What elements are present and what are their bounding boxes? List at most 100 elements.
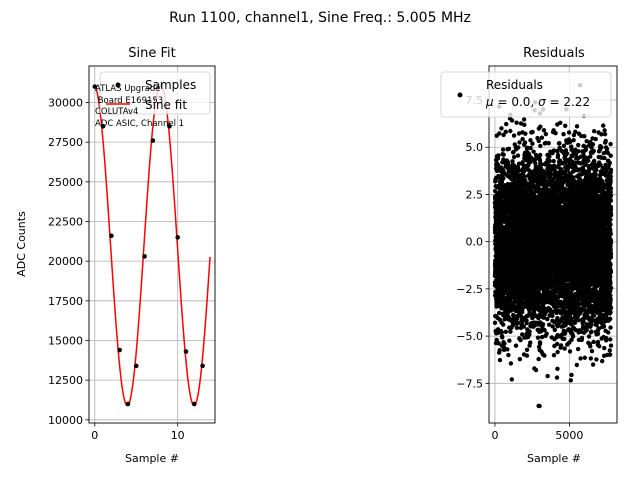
residuals-title: Residuals [523,46,585,61]
residual-point [537,341,543,346]
residual-point [547,154,552,159]
residual-point [502,317,507,322]
residual-point [506,146,512,152]
residual-point [500,147,506,152]
residuals-points-layer [492,82,614,409]
residual-point [511,322,516,327]
residual-point [535,335,541,340]
residual-point [501,152,506,157]
residual-point [541,128,547,133]
residual-point [551,158,556,164]
residual-point [537,403,542,409]
residual-point [511,133,517,138]
residual-point [522,140,528,145]
sine-fit-ylabel: ADC Counts [15,211,28,277]
residual-point [501,157,506,162]
legend-samples-label: Samples [145,78,196,92]
residual-point [501,176,506,181]
residual-point [514,316,520,321]
sine-fit-ytick-label: 22500 [48,215,83,228]
residual-point [524,347,530,353]
figure-suptitle: Run 1100, channel1, Sine Freq.: 5.005 MH… [169,10,471,26]
sine-fit-ytick-label: 25000 [48,176,83,189]
residual-point [530,129,535,135]
annotation-line-4: ADC ASIC, Channel 1 [95,119,184,129]
residual-point [533,367,539,373]
sample-point [191,401,197,407]
residual-point [562,346,567,351]
residual-point [536,138,541,144]
residual-point [515,153,521,158]
residual-point [564,151,570,156]
annotation-line-2: Board E169153 [95,96,163,106]
residual-point [494,337,499,343]
residual-point [562,331,568,336]
residual-point [496,153,501,158]
residual-point [511,154,517,160]
residual-point [516,145,521,150]
sine-fit-ytick-label: 27500 [48,136,83,149]
residual-point [538,124,543,129]
legend-samples-marker [115,82,121,88]
sine-fit-ytick-label: 10000 [48,414,83,427]
residual-point [558,343,564,348]
residual-point [538,143,543,149]
residual-point [507,338,512,343]
sine-fit-ytick-label: 12500 [48,374,83,387]
residual-point [555,152,561,158]
residual-point [562,336,567,342]
board-annotation: ATLAS Upgrade Board E169153 COLUTAv4 ADC… [95,84,184,129]
residual-point [497,357,503,363]
residual-point [554,375,560,380]
residual-point [545,373,550,379]
residual-point [506,352,511,358]
sample-point [109,233,114,239]
residual-point [538,152,543,158]
sine-fit-xlabel: Sample # [125,452,179,465]
residual-point [517,356,523,362]
sine-fit-curve [94,84,211,407]
sample-point [175,235,180,240]
sample-point [100,123,106,129]
sine-fit-axes-frame [88,65,216,424]
residual-point [511,150,516,155]
sine-fit-ytick-label: 17500 [48,295,83,308]
residual-point [561,132,566,137]
residual-point [539,135,545,140]
residual-point [521,324,527,329]
residual-point [524,320,529,326]
residual-point [552,164,557,169]
residual-point [501,322,506,327]
sine-fit-legend: Samples Sine fit [99,71,211,115]
sine-fit-ytick-label: 15000 [48,334,83,347]
sample-point [142,254,147,259]
sine-fit-xtick-label: 10 [171,429,185,442]
residual-point [543,131,549,137]
residual-point [555,349,560,355]
sine-fit-curve-layer [94,84,211,407]
sine-fit-title: Sine Fit [128,46,175,61]
residual-point [517,140,522,145]
residual-point [514,325,520,330]
residual-point [492,320,498,326]
residual-point [496,310,502,316]
residual-point [508,128,513,134]
residual-point [554,341,560,347]
residual-point [518,337,523,343]
sample-point [167,123,172,129]
sample-point [92,84,98,89]
residual-point [522,122,527,128]
annotation-line-3: COLUTAv4 [95,107,138,117]
sine-fit-xtick-label: 0 [91,429,98,442]
sample-point [125,401,131,407]
residual-point [495,162,501,167]
residual-point [521,117,527,122]
residual-point [563,123,568,129]
residual-point [509,377,515,382]
residual-point [499,330,504,335]
residual-point [558,120,563,125]
residual-point [528,145,533,151]
residual-point [540,322,546,327]
residual-point [552,327,558,333]
sine-fit-ticks: 0 101000012500150001750020000225002500027… [48,96,185,442]
